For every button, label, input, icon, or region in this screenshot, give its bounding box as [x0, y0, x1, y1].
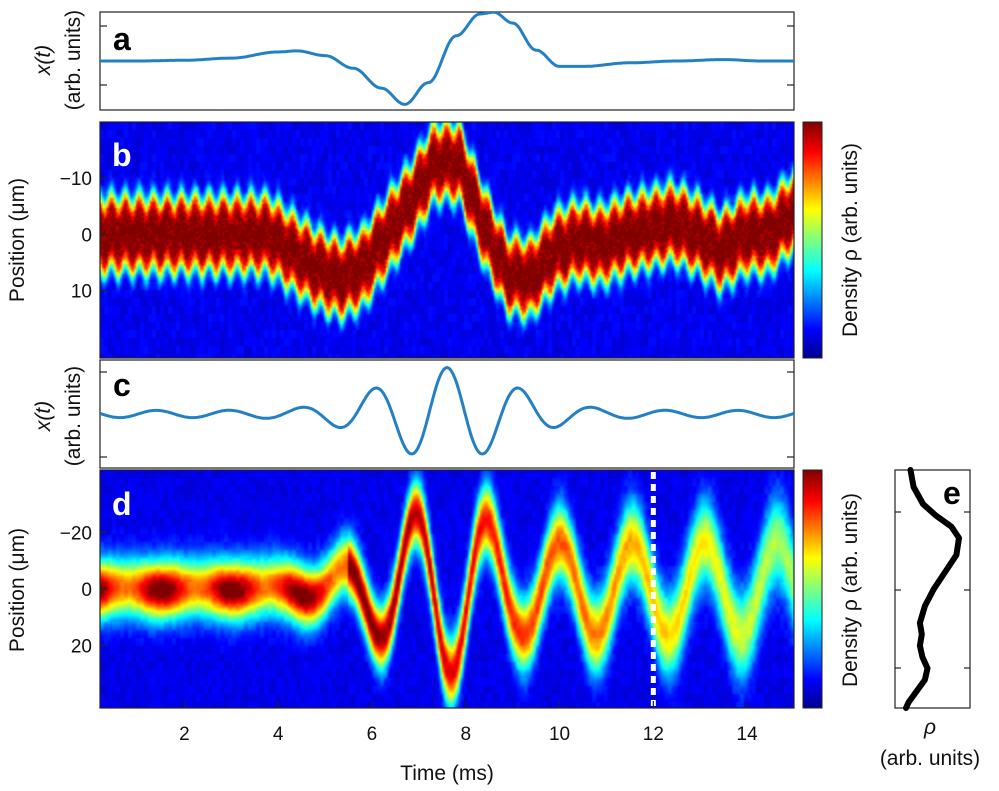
panel-d-xtick-label: 4	[273, 724, 284, 745]
panel-c-displacement-line	[100, 366, 794, 456]
panel-c-frame	[99, 359, 795, 469]
panel-a-letter: a	[113, 21, 131, 57]
panel-b-colorbar-label: Density ρ (arb. units)	[839, 143, 862, 337]
panel-d-ylabel: Position (μm)	[6, 528, 29, 652]
panel-e-density-profile-line	[903, 467, 962, 711]
panel-a-ylabel-units: (arb. units)	[62, 10, 85, 110]
panel-c: c x(t) (arb. units)	[32, 359, 795, 469]
panel-c-ylabel: x(t)	[32, 401, 55, 432]
panel-e-xlabel: ρ	[923, 716, 936, 739]
panel-d-density-heatmap	[100, 470, 794, 708]
panel-a-ylabel: x(t)	[32, 45, 55, 76]
panel-b-frame	[99, 121, 795, 359]
panel-e-yticks	[895, 511, 970, 669]
panel-d-xtick-label: 8	[460, 724, 471, 745]
panel-d-xtick-label: 12	[643, 724, 664, 745]
panel-e-letter: e	[943, 475, 961, 511]
panel-b-ytick-label: 0	[81, 225, 92, 246]
panel-d-colorbar-label: Density ρ (arb. units)	[839, 493, 862, 687]
panel-b-letter: b	[112, 137, 132, 173]
panel-e: e ρ (arb. units)	[880, 467, 980, 770]
panel-d-xtick-label: 14	[737, 724, 759, 745]
panel-a-yticks	[100, 25, 794, 86]
panel-b-yticks: −10 0 10	[60, 169, 107, 303]
panel-d-ytick-label: 20	[71, 637, 92, 658]
panel-d-xticks: 2 4 6 8 10 12 14	[179, 701, 758, 745]
panel-d-yticks: −20 0 20	[60, 523, 107, 658]
panel-a: a x(t) (arb. units)	[32, 10, 795, 111]
panel-d-xtick-label: 10	[549, 724, 570, 745]
panel-a-displacement-line	[100, 12, 794, 106]
panel-c-letter: c	[113, 367, 131, 403]
panel-c-ylabel-units: (arb. units)	[62, 366, 85, 466]
panel-d-letter: d	[112, 486, 132, 522]
panel-c-yticks	[100, 371, 794, 458]
panel-b: −10 0 10 b Position (μm) Density ρ (arb. u…	[6, 121, 862, 359]
panel-b-ylabel: Position (μm)	[6, 178, 29, 302]
panel-d-xtick-label: 6	[367, 724, 378, 745]
panel-b-ytick-label: 10	[71, 282, 92, 303]
panel-d-colorbar	[802, 469, 823, 709]
panel-d-xlabel: Time (ms)	[400, 762, 494, 785]
panel-e-xlabel-units: (arb. units)	[880, 747, 980, 770]
panel-b-colorbar	[802, 121, 823, 359]
panel-d: −20 0 20 2 4 6 8 10 12 14 d Position (μm) Time (…	[6, 469, 862, 785]
panel-b-density-heatmap	[100, 122, 794, 358]
panel-b-ytick-label: −10	[60, 169, 92, 190]
panel-d-xtick-label: 2	[179, 724, 190, 745]
panel-e-frame	[894, 469, 971, 709]
panel-d-ytick-label: −20	[60, 523, 92, 544]
panel-d-ytick-label: 0	[81, 580, 92, 601]
